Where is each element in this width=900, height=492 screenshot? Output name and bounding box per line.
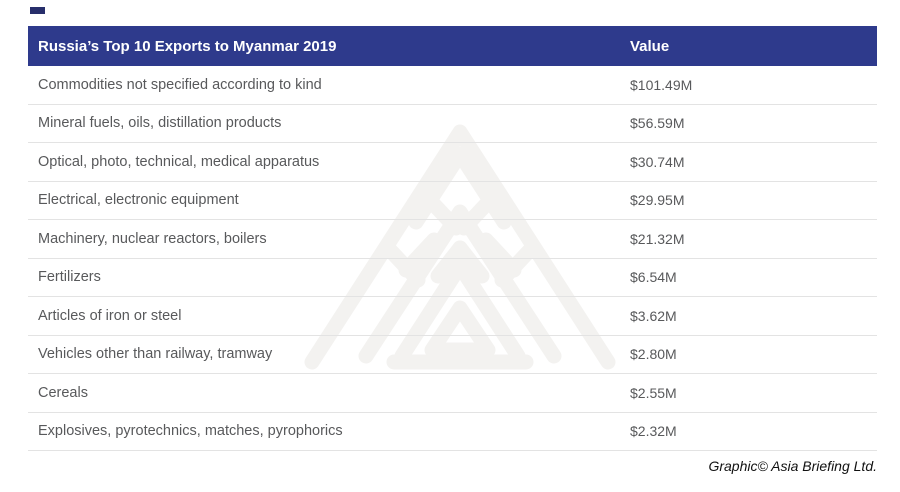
export-category-label: Vehicles other than railway, tramway: [38, 346, 273, 363]
export-value: $30.74M: [630, 153, 685, 170]
table-row: Articles of iron or steel $3.62M: [28, 297, 877, 336]
export-value: $6.54M: [630, 269, 677, 286]
table-row: Mineral fuels, oils, distillation produc…: [28, 105, 877, 143]
export-value: $29.95M: [630, 192, 685, 209]
table-row: Optical, photo, technical, medical appar…: [28, 143, 877, 182]
export-value: $2.80M: [630, 346, 677, 363]
asia-briefing-logo-icon: [304, 124, 616, 370]
table-row: Vehicles other than railway, tramway $2.…: [28, 336, 877, 374]
export-category-label: Commodities not specified according to k…: [38, 76, 322, 93]
table-row: Cereals $2.55M: [28, 374, 877, 413]
exports-table: Russia’s Top 10 Exports to Myanmar 2019 …: [28, 26, 877, 451]
export-category-label: Optical, photo, technical, medical appar…: [38, 153, 320, 170]
export-value: $101.49M: [630, 76, 693, 93]
table-row: Explosives, pyrotechnics, matches, pyrop…: [28, 413, 877, 451]
table-title: Russia’s Top 10 Exports to Myanmar 2019: [38, 37, 337, 55]
table-row: Commodities not specified according to k…: [28, 66, 877, 105]
export-category-label: Electrical, electronic equipment: [38, 192, 239, 209]
export-value: $21.32M: [630, 230, 685, 247]
export-category-label: Fertilizers: [38, 269, 101, 286]
export-value: $56.59M: [630, 115, 685, 132]
export-category-label: Mineral fuels, oils, distillation produc…: [38, 115, 282, 132]
export-value: $3.62M: [630, 307, 677, 324]
accent-dash: [30, 7, 45, 14]
table-row: Electrical, electronic equipment $29.95M: [28, 182, 877, 220]
export-value: $2.32M: [630, 423, 677, 440]
value-column-header: Value: [630, 37, 670, 55]
table-row: Fertilizers $6.54M: [28, 259, 877, 297]
export-category-label: Machinery, nuclear reactors, boilers: [38, 230, 267, 247]
export-category-label: Articles of iron or steel: [38, 307, 182, 324]
graphic-credit: Graphic© Asia Briefing Ltd.: [708, 458, 877, 474]
export-value: $2.55M: [630, 384, 677, 401]
table-row: Machinery, nuclear reactors, boilers $21…: [28, 220, 877, 259]
table-header: Russia’s Top 10 Exports to Myanmar 2019 …: [28, 26, 877, 66]
export-category-label: Explosives, pyrotechnics, matches, pyrop…: [38, 423, 343, 440]
export-category-label: Cereals: [38, 384, 88, 401]
